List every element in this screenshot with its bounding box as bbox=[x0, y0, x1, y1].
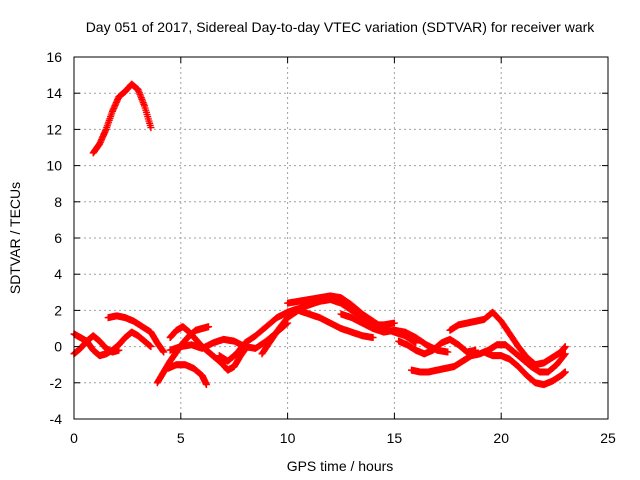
x-axis-label: GPS time / hours bbox=[287, 458, 394, 474]
y-tick-label: -2 bbox=[50, 375, 63, 391]
x-tick-label: 0 bbox=[70, 430, 78, 446]
series-arc-c bbox=[104, 312, 168, 356]
y-tick-label: 0 bbox=[54, 339, 62, 355]
x-tick-label: 20 bbox=[493, 430, 509, 446]
data-points bbox=[70, 80, 569, 389]
y-tick-label: 10 bbox=[46, 158, 62, 174]
data-point-marker bbox=[115, 346, 123, 354]
data-point-marker bbox=[561, 343, 569, 351]
chart-title: Day 051 of 2017, Sidereal Day-to-day VTE… bbox=[86, 19, 596, 35]
data-point-marker bbox=[369, 334, 377, 342]
data-point-marker bbox=[390, 319, 398, 327]
data-point-marker bbox=[202, 381, 210, 389]
y-tick-label: 6 bbox=[54, 230, 62, 246]
series-arc-k bbox=[337, 310, 452, 356]
series-arc-f bbox=[164, 361, 210, 389]
series-arc-m bbox=[407, 341, 569, 376]
series-satellite-arc-high bbox=[89, 80, 155, 157]
data-point-marker bbox=[561, 368, 569, 376]
x-tick-label: 15 bbox=[387, 430, 403, 446]
data-point-marker bbox=[160, 348, 168, 356]
series-arc-n bbox=[446, 308, 569, 369]
y-axis-label: SDTVAR / TECUs bbox=[7, 182, 23, 294]
y-tick-label: -4 bbox=[50, 411, 63, 427]
y-tick-label: 16 bbox=[46, 49, 62, 65]
axis-ticks: 0 5 10 15 20 25 -4 -2 0 2 4 6 8 10 12 14 16 bbox=[46, 49, 616, 446]
series-arc-e bbox=[166, 323, 251, 374]
y-tick-label: 4 bbox=[54, 266, 62, 282]
y-tick-label: 8 bbox=[54, 194, 62, 210]
data-point-marker bbox=[147, 343, 155, 351]
data-point-marker bbox=[205, 323, 213, 331]
series-arc-l bbox=[395, 335, 480, 358]
data-point-marker bbox=[147, 124, 155, 132]
y-tick-label: 14 bbox=[46, 85, 62, 101]
y-tick-label: 12 bbox=[46, 121, 62, 137]
y-tick-label: 2 bbox=[54, 302, 62, 318]
x-tick-label: 5 bbox=[177, 430, 185, 446]
x-tick-label: 25 bbox=[600, 430, 616, 446]
data-point-marker bbox=[444, 348, 452, 356]
series-arc-i bbox=[258, 306, 377, 358]
x-tick-label: 10 bbox=[280, 430, 296, 446]
series-arc-o bbox=[480, 348, 569, 389]
